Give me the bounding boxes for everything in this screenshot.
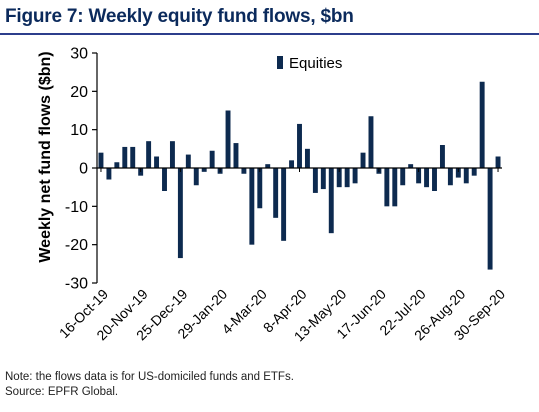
bar	[98, 152, 104, 168]
bar	[455, 168, 461, 178]
y-tick-label: 30	[70, 46, 88, 63]
bar	[225, 110, 231, 168]
source-text: Source: EPFR Global.	[5, 386, 119, 398]
bar	[169, 141, 175, 168]
bar	[185, 154, 191, 168]
bar	[320, 168, 326, 190]
bar	[344, 168, 350, 188]
bar	[193, 168, 199, 186]
bar	[106, 168, 112, 180]
bar	[249, 168, 255, 245]
bar	[487, 168, 493, 270]
legend-swatch	[277, 56, 283, 69]
bar	[162, 168, 167, 191]
equity-flows-chart: Weekly net fund flows ($bn) -30 -20 -10 0 10…	[37, 46, 508, 345]
bar	[392, 168, 398, 207]
bar	[384, 168, 390, 207]
bar	[130, 146, 136, 168]
y-tick-label: -30	[65, 276, 88, 293]
y-tick-label: 20	[70, 84, 88, 101]
y-tick-label: 0	[79, 161, 88, 178]
note-text: Note: the flows data is for US-domiciled…	[5, 371, 294, 383]
bar	[432, 168, 437, 191]
bar	[352, 168, 358, 184]
bar	[273, 168, 279, 218]
bar	[471, 168, 477, 176]
title-divider	[0, 33, 539, 35]
bar	[233, 143, 239, 168]
bar	[447, 168, 453, 186]
bar	[312, 168, 318, 193]
footnotes: Note: the flows data is for US-domiciled…	[5, 370, 294, 400]
bar	[360, 152, 366, 168]
bar	[201, 168, 207, 172]
y-axis-label: Weekly net fund flows ($bn)	[37, 51, 54, 262]
legend-label: Equities	[289, 55, 342, 72]
bar	[463, 168, 469, 184]
bar	[424, 168, 430, 188]
bar	[368, 116, 374, 168]
y-tick-label: -10	[65, 199, 88, 216]
bar	[209, 150, 215, 168]
bar	[495, 156, 501, 168]
bar	[400, 168, 406, 186]
bar	[289, 160, 295, 168]
bar	[114, 162, 120, 168]
bar	[479, 81, 485, 168]
bars-group	[98, 81, 501, 270]
y-tick-label: 10	[70, 122, 88, 139]
legend: Equities	[277, 55, 342, 72]
bar	[297, 123, 302, 168]
bar	[241, 168, 247, 174]
bar	[336, 168, 342, 188]
y-axis: -30 -20 -10 0 10 20 30	[65, 46, 98, 293]
bar	[328, 168, 334, 234]
bar	[146, 141, 152, 168]
bar	[439, 145, 445, 168]
bar	[257, 168, 263, 209]
y-tick-label: -20	[65, 237, 88, 254]
bar	[177, 168, 183, 259]
bar	[281, 168, 287, 241]
bar	[408, 164, 414, 168]
bar	[304, 148, 310, 168]
bar	[122, 146, 128, 168]
bar	[416, 168, 422, 184]
bar	[154, 156, 160, 168]
bar	[265, 164, 271, 168]
figure-title: Figure 7: Weekly equity fund flows, $bn	[5, 6, 354, 27]
